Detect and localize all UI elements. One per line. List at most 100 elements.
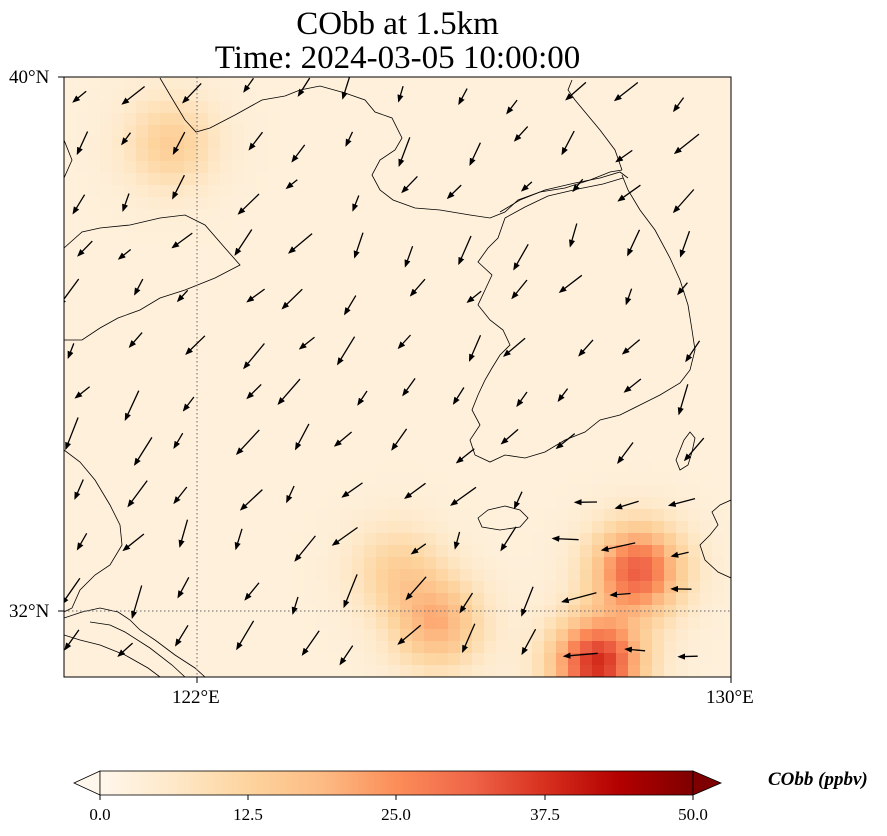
heatmap-cell	[628, 425, 641, 438]
heatmap-cell	[328, 605, 341, 618]
wind-arrow	[562, 652, 598, 659]
heatmap-cell	[136, 317, 149, 330]
heatmap-cell	[88, 221, 101, 234]
heatmap-cell	[100, 653, 113, 666]
heatmap-cell	[136, 389, 149, 402]
heatmap-cell	[148, 353, 161, 366]
heatmap-cell	[388, 185, 401, 198]
heatmap-cell	[328, 233, 341, 246]
heatmap-cell	[136, 161, 149, 174]
heatmap-cell	[328, 473, 341, 486]
heatmap-cell	[544, 209, 557, 222]
heatmap-cell	[472, 413, 485, 426]
heatmap-cell	[316, 401, 329, 414]
heatmap-cell	[340, 269, 353, 282]
heatmap-cell	[592, 533, 605, 546]
coastline-liaoning	[159, 77, 623, 219]
heatmap-cell	[496, 89, 509, 102]
heatmap-cell	[352, 161, 365, 174]
heatmap-cell	[580, 125, 593, 138]
heatmap-cell	[688, 77, 701, 90]
heatmap-cell	[724, 161, 731, 174]
heatmap-cell	[256, 569, 269, 582]
heatmap-cell	[268, 413, 281, 426]
heatmap-cell	[316, 593, 329, 606]
heatmap-cell	[700, 617, 713, 630]
heatmap-cell	[292, 269, 305, 282]
wind-arrow	[64, 278, 80, 306]
coastline-korea-east	[567, 79, 623, 171]
heatmap-cell	[448, 485, 461, 498]
heatmap-cell	[256, 233, 269, 246]
heatmap-cell	[64, 581, 77, 594]
heatmap-cell	[76, 509, 89, 522]
heatmap-cell	[688, 305, 701, 318]
heatmap-cell	[688, 401, 701, 414]
heatmap-cell	[136, 425, 149, 438]
heatmap-cell	[388, 77, 401, 90]
heatmap-cell	[616, 185, 629, 198]
heatmap-cell	[724, 497, 731, 510]
heatmap-cell	[496, 365, 509, 378]
heatmap-cell	[136, 149, 149, 162]
heatmap-cell	[316, 521, 329, 534]
heatmap-cell	[100, 449, 113, 462]
heatmap-cell	[400, 317, 413, 330]
heatmap-cell	[292, 509, 305, 522]
heatmap-cell	[628, 569, 641, 582]
wind-arrow	[672, 189, 695, 214]
heatmap-cell	[100, 413, 113, 426]
heatmap-cell	[520, 473, 533, 486]
heatmap-cell	[100, 317, 113, 330]
heatmap-cell	[604, 257, 617, 270]
heatmap-cell	[304, 509, 317, 522]
heatmap-cell	[640, 509, 653, 522]
border-river-line-1	[499, 171, 629, 213]
heatmap-cell	[472, 209, 485, 222]
heatmap-cell	[472, 137, 485, 150]
heatmap-cell	[388, 437, 401, 450]
heatmap-cell	[556, 569, 569, 582]
heatmap-cell	[268, 269, 281, 282]
heatmap-cell	[304, 449, 317, 462]
heatmap-cell	[256, 461, 269, 474]
heatmap-cell	[112, 197, 125, 210]
heatmap-cell	[304, 569, 317, 582]
heatmap-cell	[292, 197, 305, 210]
heatmap-cell	[100, 521, 113, 534]
heatmap-cell	[412, 245, 425, 258]
wind-arrow	[339, 645, 354, 666]
heatmap-cell	[412, 653, 425, 666]
heatmap-cell	[508, 77, 521, 90]
heatmap-cell	[160, 329, 173, 342]
heatmap-cell	[712, 569, 725, 582]
heatmap-cell	[196, 269, 209, 282]
heatmap-cell	[472, 485, 485, 498]
heatmap-cell	[484, 461, 497, 474]
heatmap-cell	[484, 137, 497, 150]
heatmap-cell	[592, 665, 605, 677]
heatmap-cell	[460, 101, 473, 114]
heatmap-cell	[244, 401, 257, 414]
heatmap-cell	[580, 113, 593, 126]
heatmap-cell	[184, 125, 197, 138]
heatmap-cell	[76, 365, 89, 378]
heatmap-cell	[496, 509, 509, 522]
heatmap-cell	[112, 329, 125, 342]
heatmap-cell	[316, 557, 329, 570]
heatmap-cell	[616, 569, 629, 582]
heatmap-cell	[496, 293, 509, 306]
heatmap-cell	[676, 617, 689, 630]
heatmap-cell	[628, 149, 641, 162]
wind-arrow	[513, 126, 529, 142]
heatmap-cell	[112, 233, 125, 246]
wind-arrow	[64, 629, 80, 651]
heatmap-cell	[232, 377, 245, 390]
heatmap-cell	[424, 281, 437, 294]
heatmap-cell	[652, 401, 665, 414]
heatmap-cell	[448, 305, 461, 318]
wind-arrow	[285, 179, 298, 190]
heatmap-cell	[160, 161, 173, 174]
heatmap-cell	[544, 461, 557, 474]
heatmap-cell	[244, 485, 257, 498]
